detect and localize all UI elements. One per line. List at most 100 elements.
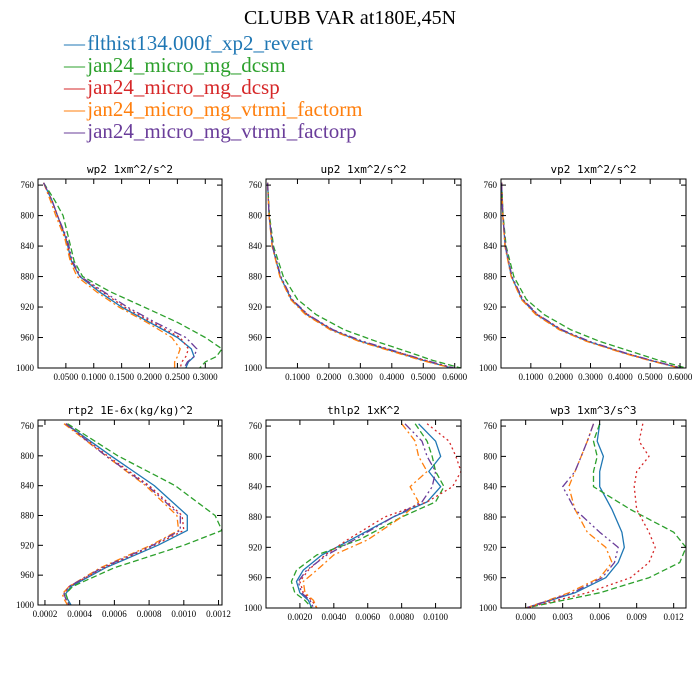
x-tick-label: 0.1000 [518,372,543,382]
y-tick-label: 880 [249,512,263,522]
panel-title: wp3 1xm^3/s^3 [550,404,636,417]
legend-label: jan24_micro_mg_vtrmi_factorp [87,119,357,143]
x-tick-label: 0.0080 [389,612,414,622]
series-line [525,423,625,608]
series-line [295,423,442,608]
panel-title: rtp2 1E-6x(kg/kg)^2 [67,404,193,417]
y-tick-label: 760 [484,180,498,190]
y-tick-label: 920 [484,302,498,312]
x-tick-label: 0.0010 [171,609,196,619]
y-tick-label: 1000 [244,603,263,613]
chart-panel: rtp2 1E-6x(kg/kg)^2 760 800 840 880 920 960 100… [16,404,231,619]
series-line [43,182,195,368]
series-group [290,423,461,608]
legend-line-marker: — [64,53,85,77]
x-tick-label: 0.3000 [348,372,373,382]
x-tick-label: 0.0012 [206,609,231,619]
legend: — flthist134.000f_xp2_revert — jan24_mic… [64,32,363,142]
series-line [299,423,461,608]
y-tick-label: 760 [249,180,263,190]
legend-label: flthist134.000f_xp2_revert [87,31,313,55]
y-tick-label: 800 [249,211,263,221]
y-tick-label: 800 [21,211,35,221]
series-group [525,423,686,608]
x-tick-label: 0.2500 [165,372,190,382]
legend-entry: — jan24_micro_mg_vtrmi_factorm [64,98,363,120]
y-tick-label: 960 [21,333,35,343]
plot-frame [265,419,462,609]
y-tick-label: 920 [21,302,35,312]
y-tick-label: 800 [484,451,498,461]
y-tick-label: 920 [249,542,263,552]
legend-line-marker: — [64,119,85,143]
y-tick-label: 840 [484,241,498,251]
x-tick-label: 0.4000 [608,372,633,382]
y-tick-label: 760 [484,421,498,431]
y-tick-label: 800 [249,451,263,461]
y-tick-label: 760 [249,421,263,431]
series-line [266,182,461,368]
x-tick-label: 0.0002 [33,609,58,619]
y-tick-label: 840 [21,241,35,251]
y-tick-label: 880 [249,272,263,282]
y-tick-label: 960 [21,570,35,580]
x-tick-label: 0.4000 [379,372,404,382]
y-tick-label: 1000 [16,600,35,610]
series-line [501,182,682,368]
x-tick-label: 0.0008 [137,609,162,619]
x-tick-label: 0.003 [553,612,574,622]
y-tick-label: 760 [21,180,35,190]
x-tick-label: 0.0100 [423,612,448,622]
y-tick-label: 960 [249,573,263,583]
x-tick-label: 0.006 [590,612,611,622]
plot-frame [500,178,687,369]
y-tick-label: 1000 [479,363,498,373]
legend-label: jan24_micro_mg_dcsp [87,75,280,99]
series-line [525,423,686,608]
x-tick-label: 0.2000 [317,372,342,382]
series-line [297,423,437,608]
series-line [501,182,681,368]
legend-entry: — jan24_micro_mg_vtrmi_factorp [64,120,363,142]
x-tick-label: 0.5000 [411,372,436,382]
panel-title: vp2 1xm^2/s^2 [550,163,636,176]
legend-label: jan24_micro_mg_dcsm [87,53,286,77]
y-tick-label: 880 [21,510,35,520]
y-tick-label: 880 [484,512,498,522]
x-tick-label: 0.3000 [578,372,603,382]
series-line [525,423,613,608]
chart-panel: up2 1xm^2/s^2 760 800 840 880 920 960 1000 0.100… [244,163,468,382]
series-line [290,423,445,608]
series-line [302,423,428,608]
series-line [42,182,181,368]
series-group [61,423,222,605]
x-tick-label: 0.6000 [442,372,467,382]
y-tick-label: 960 [484,573,498,583]
y-tick-label: 760 [21,421,35,431]
x-tick-label: 0.3000 [193,372,218,382]
y-tick-label: 920 [249,302,263,312]
y-tick-label: 960 [249,333,263,343]
series-line [266,182,454,368]
series-line [266,182,452,368]
legend-label: jan24_micro_mg_vtrmi_factorm [87,97,363,121]
x-tick-label: 0.5000 [638,372,663,382]
legend-line-marker: — [64,75,85,99]
chart-panel: wp3 1xm^3/s^3 760 800 840 880 920 960 1000 0.000… [479,404,687,622]
legend-entry: — jan24_micro_mg_dcsm [64,54,363,76]
legend-line-marker: — [64,31,85,55]
series-line [43,182,222,368]
x-tick-label: 0.000 [516,612,537,622]
x-tick-label: 0.0004 [67,609,92,619]
y-tick-label: 1000 [244,363,263,373]
y-tick-label: 880 [21,272,35,282]
y-tick-label: 960 [484,333,498,343]
x-tick-label: 0.0500 [54,372,79,382]
x-tick-label: 0.2000 [548,372,573,382]
legend-entry: — flthist134.000f_xp2_revert [64,32,363,54]
figure-title: CLUBB VAR at180E,45N [243,7,457,29]
series-group [42,182,222,368]
panel-title: wp2 1xm^2/s^2 [87,163,173,176]
y-tick-label: 800 [484,211,498,221]
